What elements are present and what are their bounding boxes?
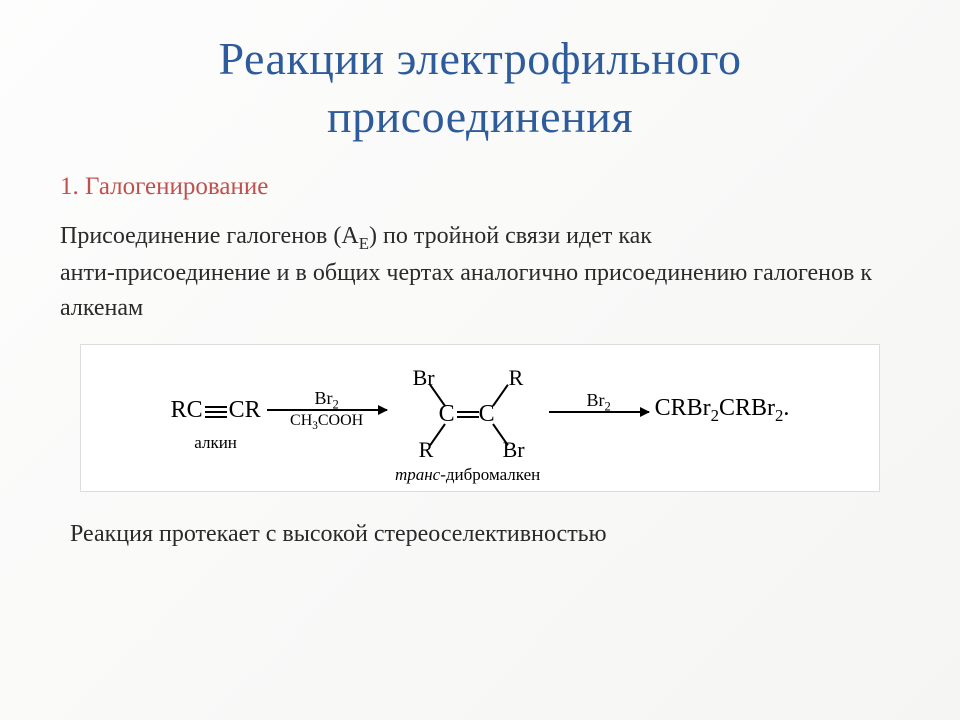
subtitle-text: Галогенирование: [85, 173, 268, 200]
reaction-arrow-1: Br2 CH3COOH: [267, 389, 387, 432]
prod-a: CRBr: [655, 395, 711, 421]
sub-r-bl: R: [419, 437, 434, 463]
product: CRBr2CRBr2.: [655, 395, 790, 426]
mol-c1: C: [439, 401, 455, 428]
arrow2-line: [549, 411, 649, 413]
reaction-scheme: RCCR алкин Br2 CH3COOH C C: [91, 363, 869, 459]
body-line2: анти-присоединение и в общих чертах анал…: [60, 260, 872, 321]
arrow2-reagent-top: Br2: [586, 391, 610, 413]
slide-title: Реакции электрофильного присоединения: [60, 30, 900, 145]
arrow1-bot-b: COOH: [318, 412, 363, 429]
section-subtitle: 1. Галогенирование: [60, 173, 900, 201]
body-line1-pre: Присоединение галогенов (A: [60, 223, 359, 249]
arrow1-reagent-bottom: CH3COOH: [290, 413, 363, 432]
prod-end: .: [783, 395, 789, 421]
bond-tr: [492, 384, 509, 406]
sub-br-tl: Br: [413, 365, 435, 391]
body-line1-sub: Е: [359, 234, 369, 253]
prod-s1: 2: [711, 406, 719, 425]
double-bond-1: [457, 411, 479, 413]
reactant-label: алкин: [194, 433, 237, 453]
arrow1-top-text: Br: [314, 388, 332, 408]
arrow1-bot-a: CH: [290, 412, 312, 429]
intermediate-structure: C C Br R R Br: [393, 363, 543, 459]
intermediate: C C Br R R Br транс-дибромалкен: [393, 363, 543, 459]
arrow1-line: [267, 409, 387, 411]
subtitle-number: 1.: [60, 173, 79, 200]
intermediate-label-rest: -дибромалкен: [440, 465, 540, 484]
sub-br-br: Br: [503, 437, 525, 463]
conclusion-text: Реакция протекает с высокой стереоселект…: [70, 518, 900, 552]
body-paragraph: Присоединение галогенов (AЕ) по тройной …: [60, 219, 900, 326]
body-line1-post: ) по тройной связи идет как: [369, 223, 652, 249]
reaction-scheme-box: RCCR алкин Br2 CH3COOH C C: [80, 344, 880, 492]
product-formula: CRBr2CRBr2.: [655, 395, 790, 421]
intermediate-label: транс-дибромалкен: [395, 465, 540, 485]
sub-r-tr: R: [509, 365, 524, 391]
double-bond-2: [457, 416, 479, 418]
arrow2-bottom-spacer: [597, 415, 601, 431]
prod-b: CRBr: [719, 395, 775, 421]
intermediate-label-italic: транс: [395, 465, 440, 484]
arrow1-reagent-top: Br2: [314, 389, 338, 411]
reactant: RCCR алкин: [171, 397, 261, 424]
arrow2-top-text: Br: [586, 390, 604, 410]
reactant-formula: RCCR: [171, 397, 261, 423]
reaction-arrow-2: Br2: [549, 391, 649, 431]
